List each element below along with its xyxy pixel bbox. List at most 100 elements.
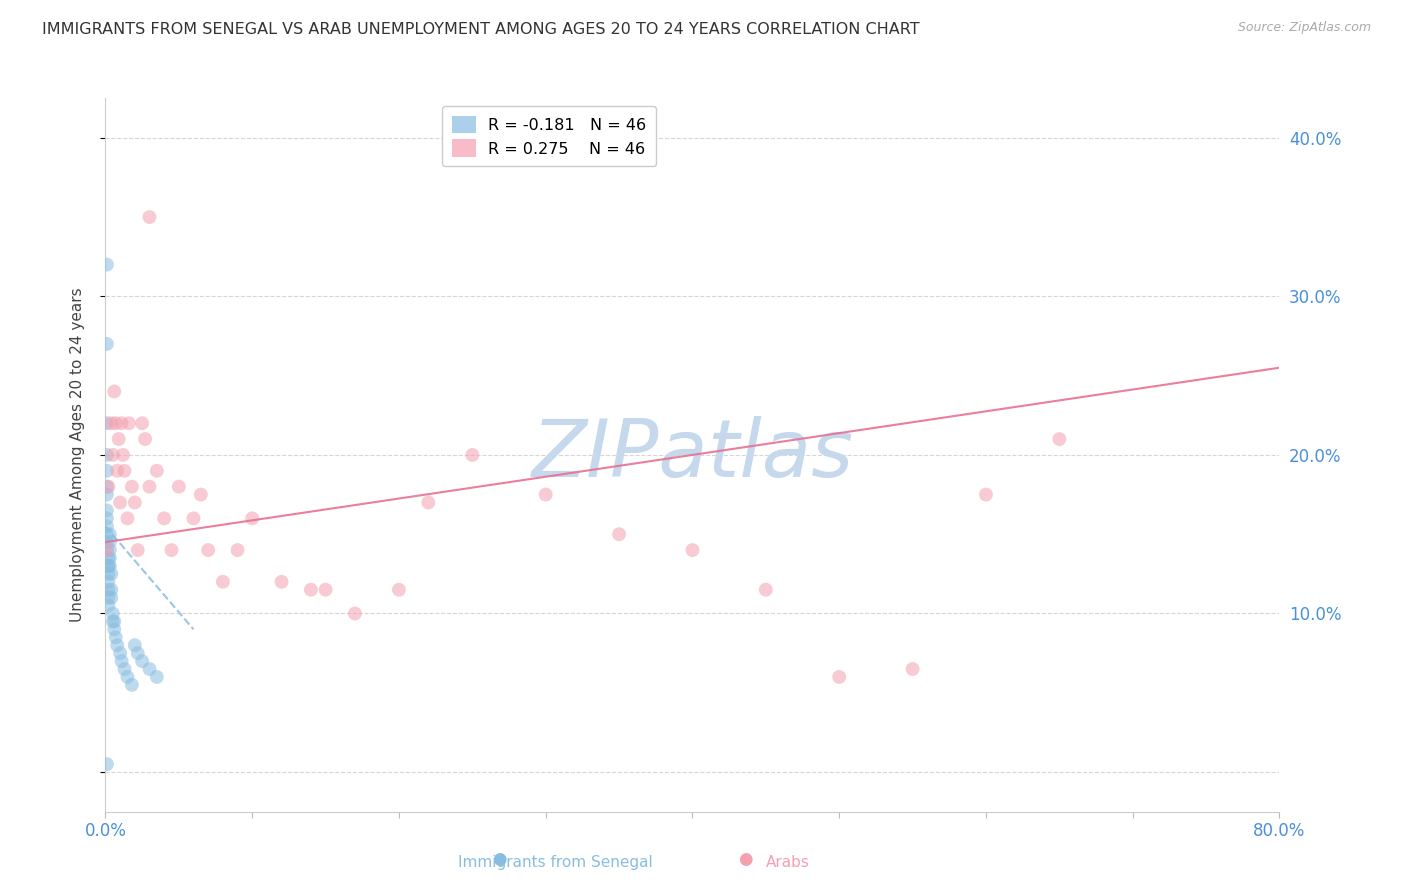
Point bbox=[138, 480, 160, 494]
Point bbox=[104, 416, 127, 430]
Text: ●: ● bbox=[492, 850, 506, 868]
Point bbox=[127, 543, 149, 558]
Point bbox=[124, 495, 146, 509]
Point bbox=[96, 416, 118, 430]
Point bbox=[240, 511, 263, 525]
Point bbox=[127, 646, 149, 660]
Point bbox=[138, 662, 160, 676]
Point bbox=[682, 543, 704, 558]
Point bbox=[299, 582, 322, 597]
Point bbox=[211, 574, 233, 589]
Point bbox=[138, 210, 160, 224]
Point bbox=[315, 582, 337, 597]
Point bbox=[98, 535, 121, 549]
Point bbox=[901, 662, 924, 676]
Point bbox=[131, 654, 153, 668]
Point bbox=[100, 591, 122, 605]
Point bbox=[101, 607, 124, 621]
Point bbox=[183, 511, 205, 525]
Point bbox=[96, 258, 118, 272]
Point bbox=[103, 384, 125, 399]
Point bbox=[974, 487, 997, 501]
Point bbox=[108, 495, 131, 509]
Point bbox=[167, 480, 190, 494]
Point bbox=[97, 599, 120, 613]
Point bbox=[190, 487, 212, 501]
Point bbox=[96, 535, 118, 549]
Point bbox=[270, 574, 292, 589]
Legend: R = -0.181   N = 46, R = 0.275    N = 46: R = -0.181 N = 46, R = 0.275 N = 46 bbox=[441, 106, 657, 167]
Point bbox=[96, 464, 118, 478]
Point bbox=[124, 638, 146, 652]
Point bbox=[755, 582, 778, 597]
Y-axis label: Unemployment Among Ages 20 to 24 years: Unemployment Among Ages 20 to 24 years bbox=[70, 287, 84, 623]
Point bbox=[197, 543, 219, 558]
Point bbox=[388, 582, 411, 597]
Point bbox=[98, 527, 121, 541]
Point bbox=[97, 480, 120, 494]
Text: Source: ZipAtlas.com: Source: ZipAtlas.com bbox=[1237, 21, 1371, 34]
Point bbox=[118, 416, 141, 430]
Point bbox=[96, 757, 118, 772]
Point bbox=[461, 448, 484, 462]
Point bbox=[418, 495, 440, 509]
Point bbox=[100, 582, 122, 597]
Point bbox=[121, 480, 143, 494]
Point bbox=[96, 487, 118, 501]
Point bbox=[146, 670, 169, 684]
Point bbox=[96, 543, 118, 558]
Point bbox=[104, 630, 127, 644]
Point bbox=[98, 558, 121, 573]
Point bbox=[226, 543, 249, 558]
Point bbox=[97, 582, 120, 597]
Point bbox=[97, 558, 120, 573]
Text: Arabs: Arabs bbox=[765, 855, 810, 870]
Point bbox=[121, 678, 143, 692]
Point bbox=[100, 566, 122, 581]
Point bbox=[98, 543, 121, 558]
Point bbox=[114, 464, 136, 478]
Point bbox=[114, 662, 136, 676]
Point bbox=[828, 670, 851, 684]
Point bbox=[112, 448, 135, 462]
Text: Immigrants from Senegal: Immigrants from Senegal bbox=[458, 855, 652, 870]
Point bbox=[534, 487, 557, 501]
Point bbox=[96, 448, 118, 462]
Point bbox=[108, 646, 131, 660]
Point bbox=[103, 615, 125, 629]
Point bbox=[110, 654, 132, 668]
Point bbox=[160, 543, 183, 558]
Point bbox=[96, 527, 118, 541]
Point bbox=[96, 519, 118, 533]
Point bbox=[97, 551, 120, 566]
Point bbox=[97, 566, 120, 581]
Point bbox=[117, 511, 139, 525]
Point bbox=[96, 503, 118, 517]
Point bbox=[97, 574, 120, 589]
Point bbox=[98, 551, 121, 566]
Point bbox=[1047, 432, 1070, 446]
Text: ●: ● bbox=[738, 850, 752, 868]
Point bbox=[103, 623, 125, 637]
Point bbox=[101, 615, 124, 629]
Point bbox=[96, 543, 118, 558]
Point bbox=[97, 558, 120, 573]
Point bbox=[134, 432, 156, 446]
Point bbox=[153, 511, 176, 525]
Point bbox=[107, 432, 129, 446]
Point bbox=[96, 480, 118, 494]
Point bbox=[96, 511, 118, 525]
Point bbox=[101, 448, 124, 462]
Point bbox=[131, 416, 153, 430]
Point bbox=[110, 416, 132, 430]
Point bbox=[96, 337, 118, 351]
Point bbox=[146, 464, 169, 478]
Point bbox=[105, 638, 128, 652]
Point bbox=[117, 670, 139, 684]
Point bbox=[343, 607, 366, 621]
Point bbox=[100, 416, 122, 430]
Text: ZIPatlas: ZIPatlas bbox=[531, 416, 853, 494]
Point bbox=[607, 527, 630, 541]
Text: IMMIGRANTS FROM SENEGAL VS ARAB UNEMPLOYMENT AMONG AGES 20 TO 24 YEARS CORRELATI: IMMIGRANTS FROM SENEGAL VS ARAB UNEMPLOY… bbox=[42, 22, 920, 37]
Point bbox=[105, 464, 128, 478]
